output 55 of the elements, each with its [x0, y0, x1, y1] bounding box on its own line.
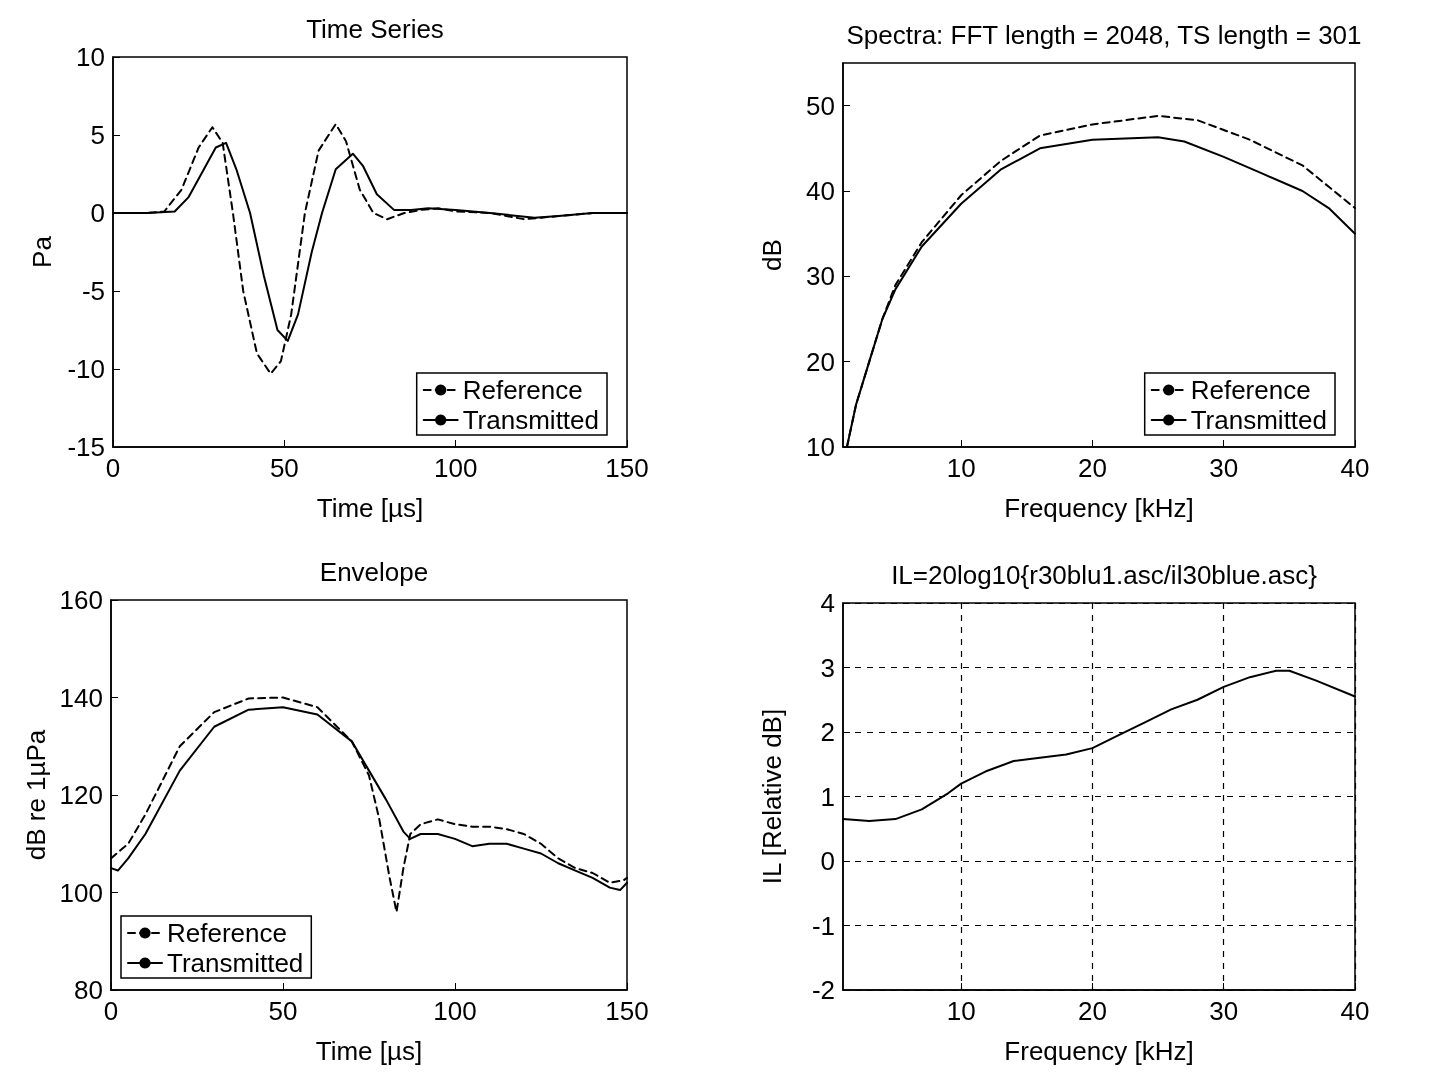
- legend-label: Transmitted: [167, 948, 304, 978]
- legend-label: Transmitted: [462, 405, 599, 435]
- chart-title: Time Series: [306, 14, 444, 44]
- chart-title: IL=20log10{r30blu1.asc/il30blue.asc}: [891, 560, 1318, 590]
- y-tick-label: 5: [90, 120, 105, 150]
- y-tick-label: 10: [76, 42, 105, 72]
- x-axis-title: Frequency [kHz]: [1004, 1036, 1194, 1066]
- x-tick-label: 150: [605, 996, 649, 1026]
- legend-label: Transmitted: [1190, 405, 1327, 435]
- y-tick-label: -15: [67, 432, 105, 462]
- y-tick-label: 50: [806, 90, 835, 121]
- x-tick-label: 40: [1340, 996, 1370, 1026]
- legend-label: Reference: [1190, 375, 1311, 405]
- y-tick-label: 100: [59, 877, 103, 908]
- y-tick-label: -1: [811, 910, 835, 941]
- y-tick-label: 0: [90, 198, 105, 228]
- x-tick-label: 150: [605, 453, 649, 483]
- x-tick-label: 30: [1209, 453, 1239, 483]
- x-axis-title: Frequency [kHz]: [1004, 493, 1194, 523]
- x-axis-title: Time [µs]: [316, 493, 424, 523]
- x-tick-label: 30: [1209, 996, 1239, 1026]
- x-tick-label: 50: [268, 996, 298, 1026]
- y-tick-label: -2: [811, 975, 835, 1005]
- y-tick-label: 2: [820, 717, 835, 747]
- chart-title: Spectra: FFT length = 2048, TS length = 301: [846, 20, 1362, 50]
- y-tick-label: 0: [820, 846, 835, 876]
- x-tick-label: 40: [1340, 453, 1370, 483]
- chart-title: Envelope: [319, 557, 429, 587]
- x-tick-label: 20: [1077, 453, 1107, 483]
- x-tick-label: 10: [946, 453, 976, 483]
- y-axis-title: dB re 1µPa: [20, 729, 51, 861]
- y-tick-label: 120: [59, 780, 103, 810]
- x-axis-title: Time [µs]: [315, 1036, 423, 1066]
- y-tick-label: 4: [820, 588, 835, 618]
- x-tick-label: 50: [269, 453, 299, 483]
- y-tick-label: 3: [820, 652, 835, 683]
- y-tick-label: 160: [59, 585, 103, 615]
- y-tick-label: 10: [806, 432, 835, 462]
- y-tick-label: 140: [59, 682, 103, 713]
- x-tick-label: 10: [946, 996, 976, 1026]
- y-tick-label: 20: [806, 346, 835, 377]
- legend-label: Reference: [462, 375, 583, 405]
- y-axis-title: Pa: [27, 235, 57, 268]
- y-tick-label: 80: [74, 975, 103, 1005]
- x-tick-label: 100: [433, 996, 477, 1026]
- y-tick-label: 1: [820, 781, 835, 812]
- y-tick-label: 30: [806, 261, 835, 292]
- y-axis-title: dB: [757, 239, 787, 271]
- y-axis-title: IL [Relative dB]: [757, 708, 787, 885]
- x-tick-label: 20: [1077, 996, 1107, 1026]
- x-tick-label: 100: [433, 453, 478, 483]
- y-tick-label: -5: [81, 276, 105, 306]
- legend-label: Reference: [167, 918, 287, 948]
- y-tick-label: -10: [67, 354, 105, 384]
- y-tick-label: 40: [806, 176, 835, 206]
